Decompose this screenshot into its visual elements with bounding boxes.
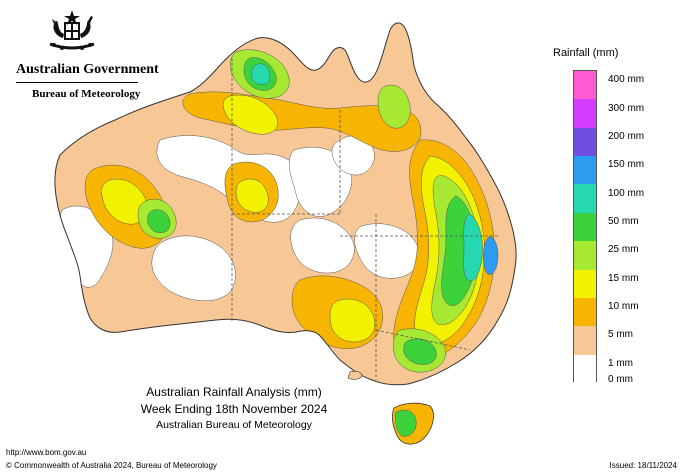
- rain-25mm-qld: [377, 84, 411, 129]
- legend-label: 1 mm: [608, 357, 633, 369]
- legend-swatch: [574, 241, 596, 270]
- legend-swatch: [574, 156, 596, 185]
- rain-15mm-north: [223, 94, 278, 135]
- rain-100mm-north: [251, 63, 271, 85]
- caption-week: Week Ending 18th November 2024: [140, 402, 328, 416]
- legend-label: 150 mm: [608, 159, 645, 171]
- state-borders: [231, 58, 500, 380]
- legend-swatch: [574, 326, 596, 355]
- legend-color-bar: [573, 70, 597, 383]
- copyright-text: © Commonwealth of Australia 2024, Bureau…: [6, 461, 217, 470]
- rain-15mm-west: [101, 178, 148, 225]
- legend-label: 300 mm: [608, 102, 645, 114]
- dry-area-lake-eyre: [354, 223, 420, 279]
- legend-label: 10 mm: [608, 301, 639, 313]
- border-nsw-vic: [375, 329, 471, 351]
- rain-50mm-vic: [403, 338, 437, 365]
- kangaroo-island: [347, 370, 363, 380]
- legend-title: Rainfall (mm): [553, 47, 619, 59]
- legend-label: 5 mm: [608, 329, 633, 341]
- bureau-title: Bureau of Meteorology: [32, 88, 141, 100]
- rain-15mm-south: [329, 298, 376, 343]
- rain-15mm-centre: [235, 178, 269, 213]
- legend-label: 400 mm: [608, 74, 645, 86]
- map-caption: Australian Rainfall Analysis (mm) Week E…: [100, 385, 368, 431]
- legend-label: 50 mm: [608, 216, 639, 227]
- rain-100mm-east: [463, 213, 483, 282]
- rain-150mm-east: [483, 235, 499, 275]
- legend-swatch: [574, 354, 596, 383]
- logo-divider: [16, 82, 138, 83]
- legend-swatch: [574, 212, 596, 242]
- caption-agency: Australian Bureau of Meteorology: [156, 419, 312, 431]
- legend-swatch: [574, 99, 596, 128]
- rain-50mm-west: [147, 209, 171, 233]
- rainfall-contours: [59, 49, 499, 373]
- legend-swatch: [574, 297, 596, 327]
- government-title: Australian Government: [16, 62, 159, 77]
- legend-label: 0 mm: [608, 374, 633, 385]
- issued-date: Issued: 18/11/2024: [609, 461, 677, 470]
- legend-label: 25 mm: [608, 244, 639, 256]
- legend-swatch: [574, 269, 596, 298]
- tasmania-green: [395, 409, 417, 437]
- dry-area-center: [290, 217, 355, 274]
- legend-label: 15 mm: [608, 272, 639, 284]
- legend-label: 200 mm: [608, 130, 645, 142]
- legend-swatch: [574, 184, 596, 213]
- coat-of-arms-icon: [49, 10, 95, 50]
- dry-area-south-west: [151, 235, 236, 301]
- legend-label: 100 mm: [608, 187, 645, 199]
- caption-title: Australian Rainfall Analysis (mm): [146, 385, 322, 399]
- bom-url-link[interactable]: http://www.bom.gov.au: [6, 448, 87, 457]
- legend-swatch: [574, 127, 596, 157]
- legend-swatch: [574, 71, 596, 100]
- government-logo: Australian Government Bureau of Meteorol…: [8, 8, 159, 100]
